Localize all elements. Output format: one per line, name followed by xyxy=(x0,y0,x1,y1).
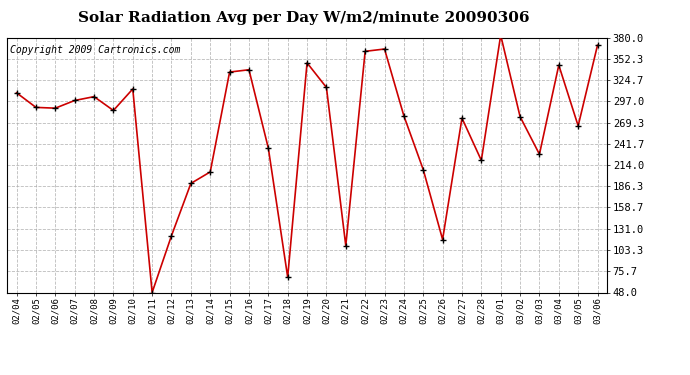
Text: Solar Radiation Avg per Day W/m2/minute 20090306: Solar Radiation Avg per Day W/m2/minute … xyxy=(78,11,529,25)
Text: Copyright 2009 Cartronics.com: Copyright 2009 Cartronics.com xyxy=(10,45,180,55)
